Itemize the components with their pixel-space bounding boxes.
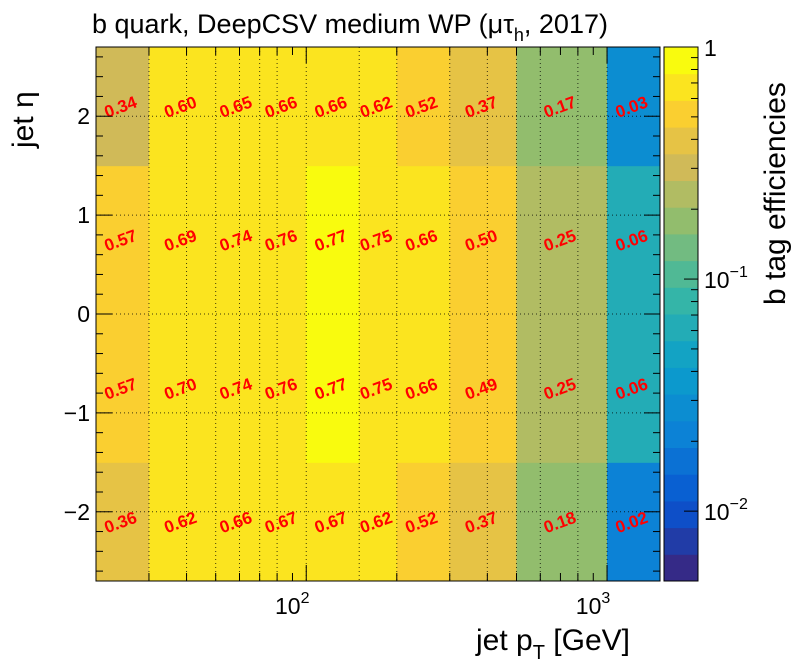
y-axis-label: jet η (7, 91, 40, 149)
heatmap-cell (359, 47, 398, 167)
colorbar-tick-label: 1 (704, 35, 717, 61)
colorbar-segment (664, 287, 698, 315)
heatmap-cell (359, 314, 398, 463)
heatmap-cell (259, 47, 307, 167)
title-symbol: μτ (488, 9, 515, 39)
xlabel-sub: T (533, 642, 545, 664)
heatmap-cell (215, 165, 261, 315)
heatmap-cell (359, 462, 398, 582)
colorbar-segment (664, 233, 698, 262)
grid-lines (96, 47, 660, 581)
heatmap-cell (516, 314, 608, 463)
colorbar-label: b tag efficiencies (759, 82, 792, 305)
heatmap-cell (259, 165, 307, 315)
heatmap-cell (306, 462, 360, 582)
colorbar-segment (664, 314, 698, 342)
heatmap-cell (96, 462, 150, 582)
colorbar-segment (664, 47, 698, 75)
y-tick-label: 1 (77, 202, 90, 228)
colorbar-segment (664, 474, 698, 502)
y-tick-label: −2 (64, 499, 90, 525)
colorbar-tick-label: 10−2 (704, 496, 748, 525)
heatmap-cell (96, 47, 150, 167)
colorbar-segment (664, 340, 698, 368)
xlabel-end: [GeV] (545, 624, 630, 657)
colorbar-segment (664, 394, 698, 422)
heatmap-cell (96, 314, 150, 463)
colorbar-segment (664, 207, 698, 235)
heatmap-cell (516, 462, 608, 582)
colorbar-segment (664, 73, 698, 101)
heatmap-cell (306, 314, 360, 463)
y-tick-label: 0 (77, 301, 90, 327)
heatmap-cell (607, 165, 661, 315)
colorbar-segment (664, 554, 698, 582)
heatmap-cell (359, 165, 398, 315)
heatmap-cell (215, 47, 261, 167)
chart-title: b quark, DeepCSV medium WP (μτh, 2017) (92, 9, 608, 45)
heatmap-cell (607, 314, 661, 463)
colorbar-segment (664, 420, 698, 448)
colorbar-segment (664, 447, 698, 475)
title-end: , 2017) (524, 9, 608, 39)
colorbar-segment (664, 100, 698, 128)
heatmap-cell (96, 165, 150, 315)
y-tick-label: 2 (77, 103, 90, 129)
colorbar-segment (664, 367, 698, 395)
colorbar-segment (664, 527, 698, 555)
heatmap-cell (396, 314, 451, 463)
heatmap-cell (215, 314, 261, 463)
colorbar-segment (664, 500, 698, 529)
heatmap-cell (607, 47, 661, 167)
heatmap-cell (215, 462, 261, 582)
heatmap-cell (148, 314, 217, 463)
colorbar-segment (664, 153, 698, 181)
xlabel-main: jet p (475, 624, 533, 657)
heatmap-cell (306, 165, 360, 315)
heatmap-cell (148, 47, 217, 167)
heatmap-cells (96, 47, 661, 582)
heatmap-cell (516, 47, 608, 167)
title-sub: h (514, 25, 524, 45)
colorbar-frame (663, 46, 699, 582)
x-tick-label: 103 (576, 590, 611, 619)
heatmap-cell (148, 165, 217, 315)
heatmap-cell (516, 165, 608, 315)
heatmap-cell (396, 47, 451, 167)
colorbar-tick-label: 10−1 (704, 264, 748, 293)
heatmap-cell (449, 47, 517, 167)
heatmap-cell (148, 462, 217, 582)
heatmap-cell (259, 314, 307, 463)
y-axis: −2 −1 0 1 2 (64, 56, 660, 572)
title-main: b quark, DeepCSV medium WP ( (92, 9, 488, 39)
heatmap-cell (396, 165, 451, 315)
x-axis: 102 103 (148, 47, 611, 619)
heatmap-cell (449, 314, 517, 463)
colorbar-segment (664, 127, 698, 155)
x-axis-label: jet pT [GeV] (475, 624, 630, 664)
x-tick-label: 102 (275, 590, 310, 619)
heatmap-cell (449, 165, 517, 315)
heatmap-cell (396, 462, 451, 582)
heatmap-cell (259, 462, 307, 582)
heatmap-cell (306, 47, 360, 167)
color-scale-bar: 1 10−1 10−2 (663, 35, 748, 582)
colorbar-segment (664, 260, 698, 288)
heatmap-cell (449, 462, 517, 582)
heatmap-cell (607, 462, 661, 582)
y-tick-label: −1 (64, 400, 90, 426)
colorbar-segment (664, 180, 698, 208)
